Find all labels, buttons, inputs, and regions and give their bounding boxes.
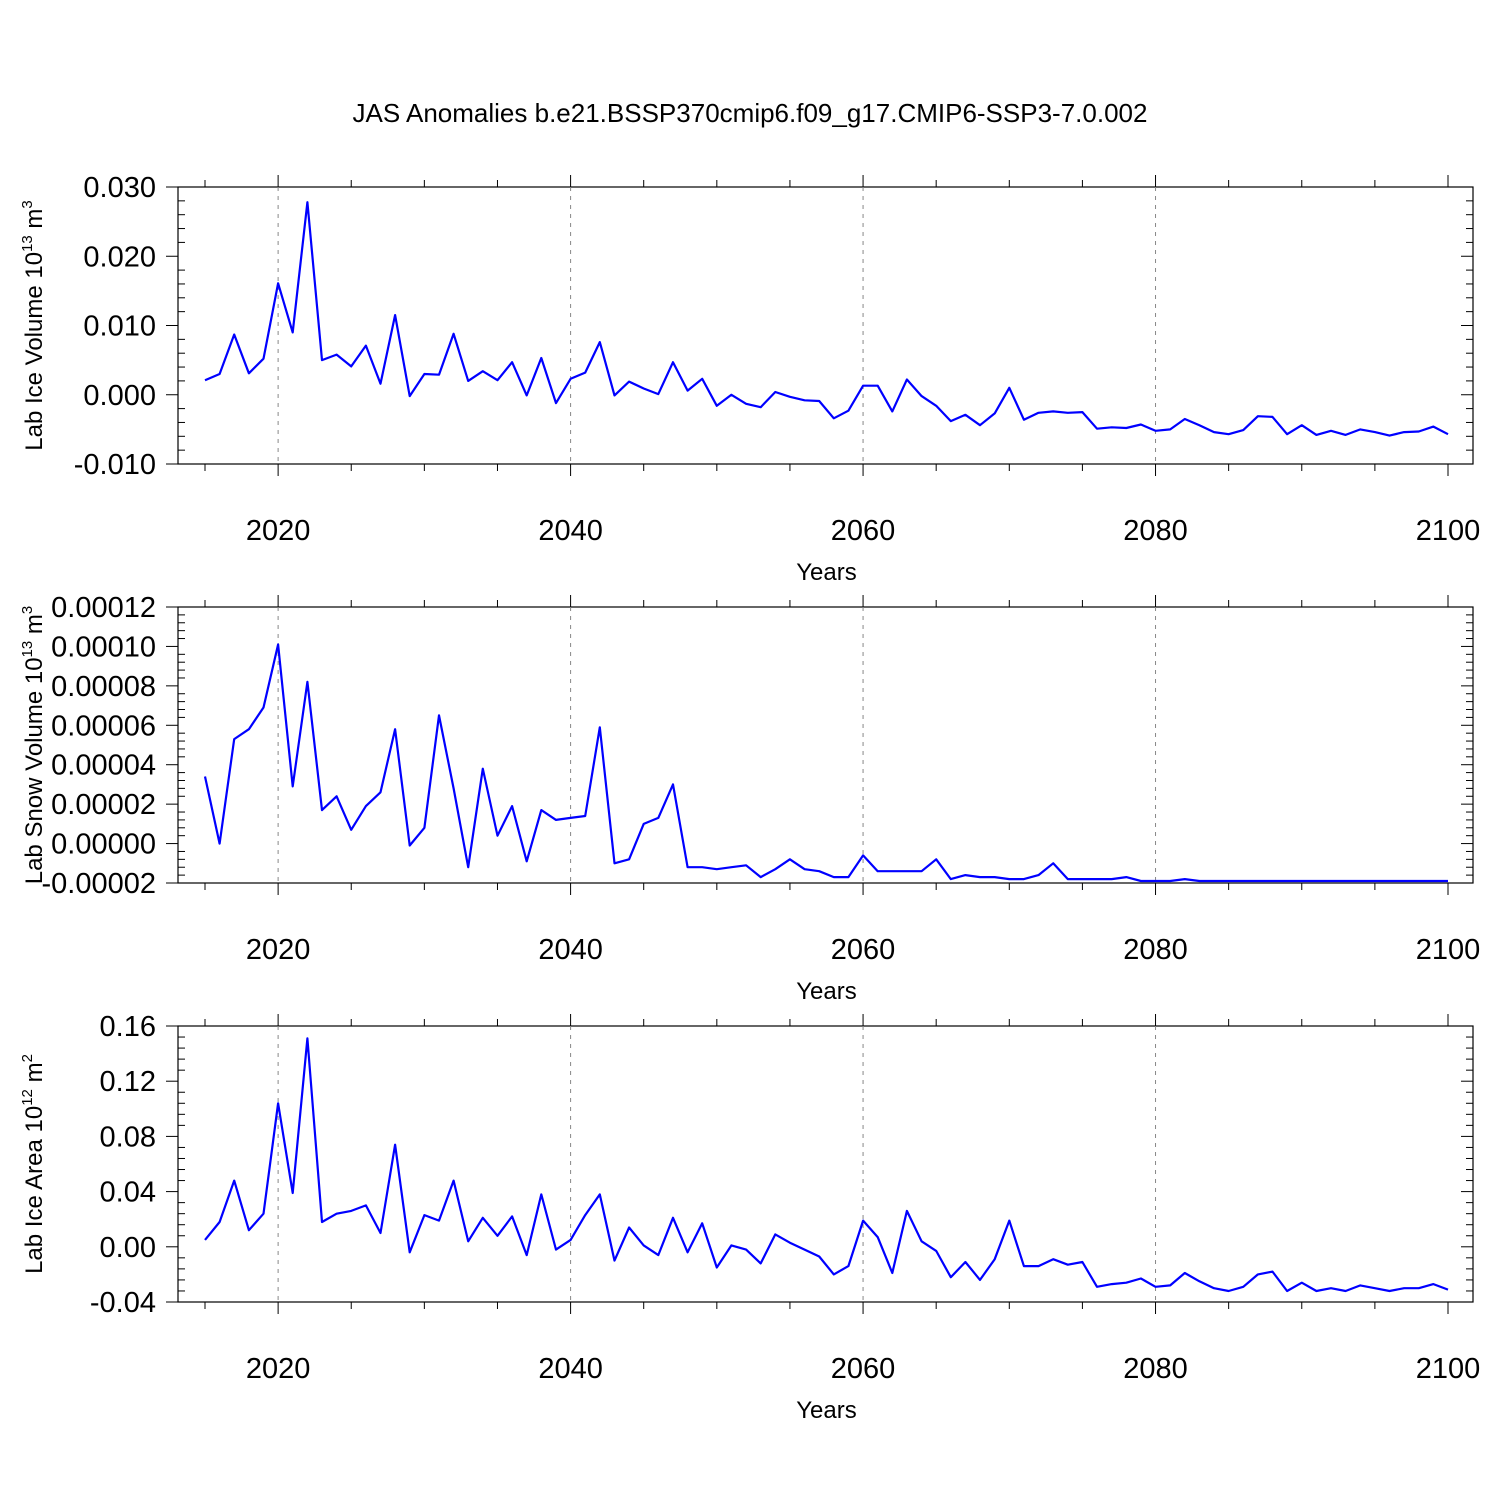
- y-tick-label: 0.12: [100, 1066, 156, 1098]
- y-tick-label: -0.04: [90, 1287, 156, 1319]
- series-line: [204, 1037, 1449, 1293]
- y-tick-label: 0.00006: [51, 710, 156, 742]
- y-axis-label: Lab Ice Volume 1013 m3: [19, 200, 48, 451]
- chart-panel-3: -0.04 0.00 0.04 0.08 0.12 0.16 2020 2040 2060 208…: [19, 1011, 1480, 1424]
- y-tick-label: 0.00010: [51, 631, 156, 663]
- plot-frame: [177, 606, 1474, 884]
- y-axis-label: Lab Snow Volume 1013 m3: [19, 606, 48, 885]
- y-tick-label: 0.00008: [51, 671, 156, 703]
- y-tick-label: 0.00: [100, 1232, 156, 1264]
- y-tick-label: 0.00012: [51, 592, 156, 624]
- y-tick-label: 0.030: [83, 172, 156, 204]
- y-tick-label: -0.010: [74, 449, 156, 481]
- x-tick-label: 2080: [1123, 934, 1188, 966]
- y-axis-label: Lab Ice Area 1012 m2: [19, 1054, 48, 1274]
- y-tick-label: 0.00000: [51, 829, 156, 861]
- x-tick-label: 2040: [538, 934, 603, 966]
- x-tick-label: 2060: [831, 1353, 896, 1385]
- chart-panel-1: -0.010 0.000 0.010 0.020 0.030 2020 2040 2060 20…: [19, 172, 1480, 586]
- plot-frame: [177, 186, 1474, 465]
- y-tick-label: 0.00004: [51, 750, 156, 782]
- x-tick-label: 2020: [246, 515, 311, 547]
- y-tick-label: 0.04: [100, 1177, 156, 1209]
- y-tick-label: 0.00002: [51, 789, 156, 821]
- x-tick-label: 2100: [1416, 934, 1481, 966]
- x-tick-label: 2100: [1416, 515, 1481, 547]
- x-axis-label: Years: [796, 1397, 857, 1424]
- x-tick-label: 2060: [831, 934, 896, 966]
- x-tick-label: 2080: [1123, 515, 1188, 547]
- plot-frame: [177, 1025, 1474, 1303]
- series-line: [204, 201, 1449, 437]
- x-tick-label: 2020: [246, 1353, 311, 1385]
- chart-panel-2: -0.00002 0.00000 0.00002 0.00004 0.00006 0.00…: [19, 592, 1480, 1005]
- x-tick-label: 2020: [246, 934, 311, 966]
- x-tick-label: 2040: [538, 515, 603, 547]
- x-tick-label: 2040: [538, 1353, 603, 1385]
- y-tick-label: 0.16: [100, 1011, 156, 1043]
- y-tick-label: 0.08: [100, 1121, 156, 1153]
- x-tick-label: 2100: [1416, 1353, 1481, 1385]
- y-tick-label: 0.010: [83, 311, 156, 343]
- x-axis-label: Years: [796, 559, 857, 586]
- x-axis-label: Years: [796, 978, 857, 1005]
- x-tick-label: 2060: [831, 515, 896, 547]
- series-line: [203, 643, 1448, 883]
- y-tick-label: 0.000: [83, 380, 156, 412]
- chart-title: JAS Anomalies b.e21.BSSP370cmip6.f09_g17…: [352, 98, 1148, 128]
- y-tick-label: -0.00002: [42, 868, 157, 900]
- y-tick-label: 0.020: [83, 241, 156, 273]
- x-tick-label: 2080: [1123, 1353, 1188, 1385]
